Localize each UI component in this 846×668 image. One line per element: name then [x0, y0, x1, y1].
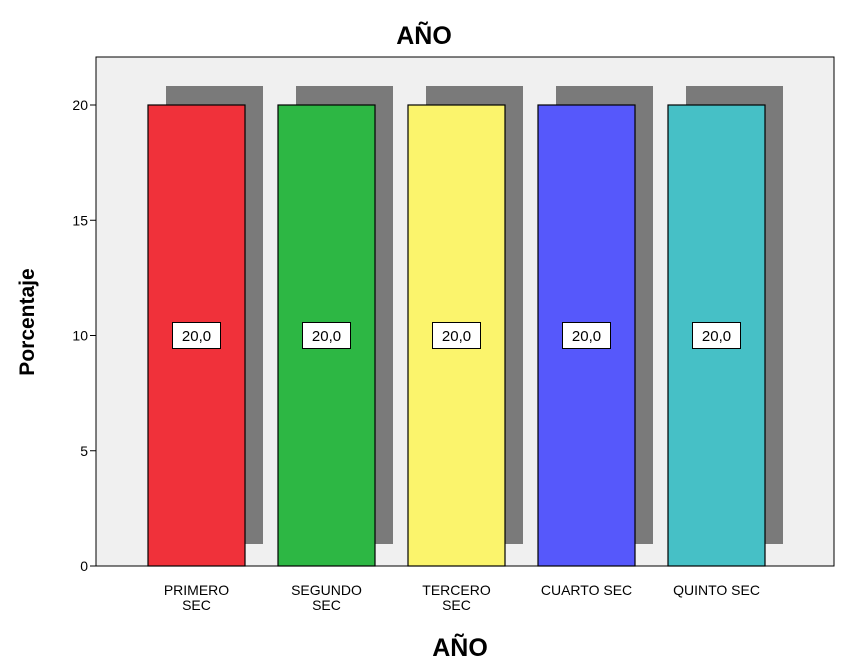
y-tick-label: 20 — [72, 97, 88, 113]
x-tick-label: PRIMERO SEC — [164, 582, 229, 613]
data-label: 20,0 — [182, 328, 211, 345]
x-tick-label: SEGUNDO SEC — [291, 582, 362, 613]
data-label: 20,0 — [442, 328, 471, 345]
y-tick-label: 5 — [80, 443, 88, 459]
data-label-box — [432, 322, 481, 349]
data-label-box — [692, 322, 741, 349]
data-label-box — [562, 322, 611, 349]
data-labels: 20,0 20,0 20,0 20,0 20,0 — [172, 322, 741, 349]
bars — [147, 104, 766, 567]
x-axis-label: AÑO — [432, 632, 488, 662]
data-label: 20,0 — [702, 328, 731, 345]
axes: PRIMERO SEC SEGUNDO SEC TERCERO SEC CUARTO SEC… — [72, 97, 760, 613]
x-tick-label: QUINTO SEC — [673, 582, 760, 598]
x-tick-label: TERCERO SEC — [422, 582, 491, 613]
data-label: 20,0 — [572, 328, 601, 345]
x-tick-label: CUARTO SEC — [541, 582, 632, 598]
data-label-box — [172, 322, 221, 349]
chart-title: AÑO — [396, 20, 452, 50]
y-tick-label: 10 — [72, 328, 88, 344]
data-label-box — [302, 322, 351, 349]
y-tick-label: 15 — [72, 212, 88, 228]
y-tick-label: 0 — [80, 558, 88, 574]
y-axis-label: Porcentaje — [16, 268, 39, 375]
data-label: 20,0 — [312, 328, 341, 345]
